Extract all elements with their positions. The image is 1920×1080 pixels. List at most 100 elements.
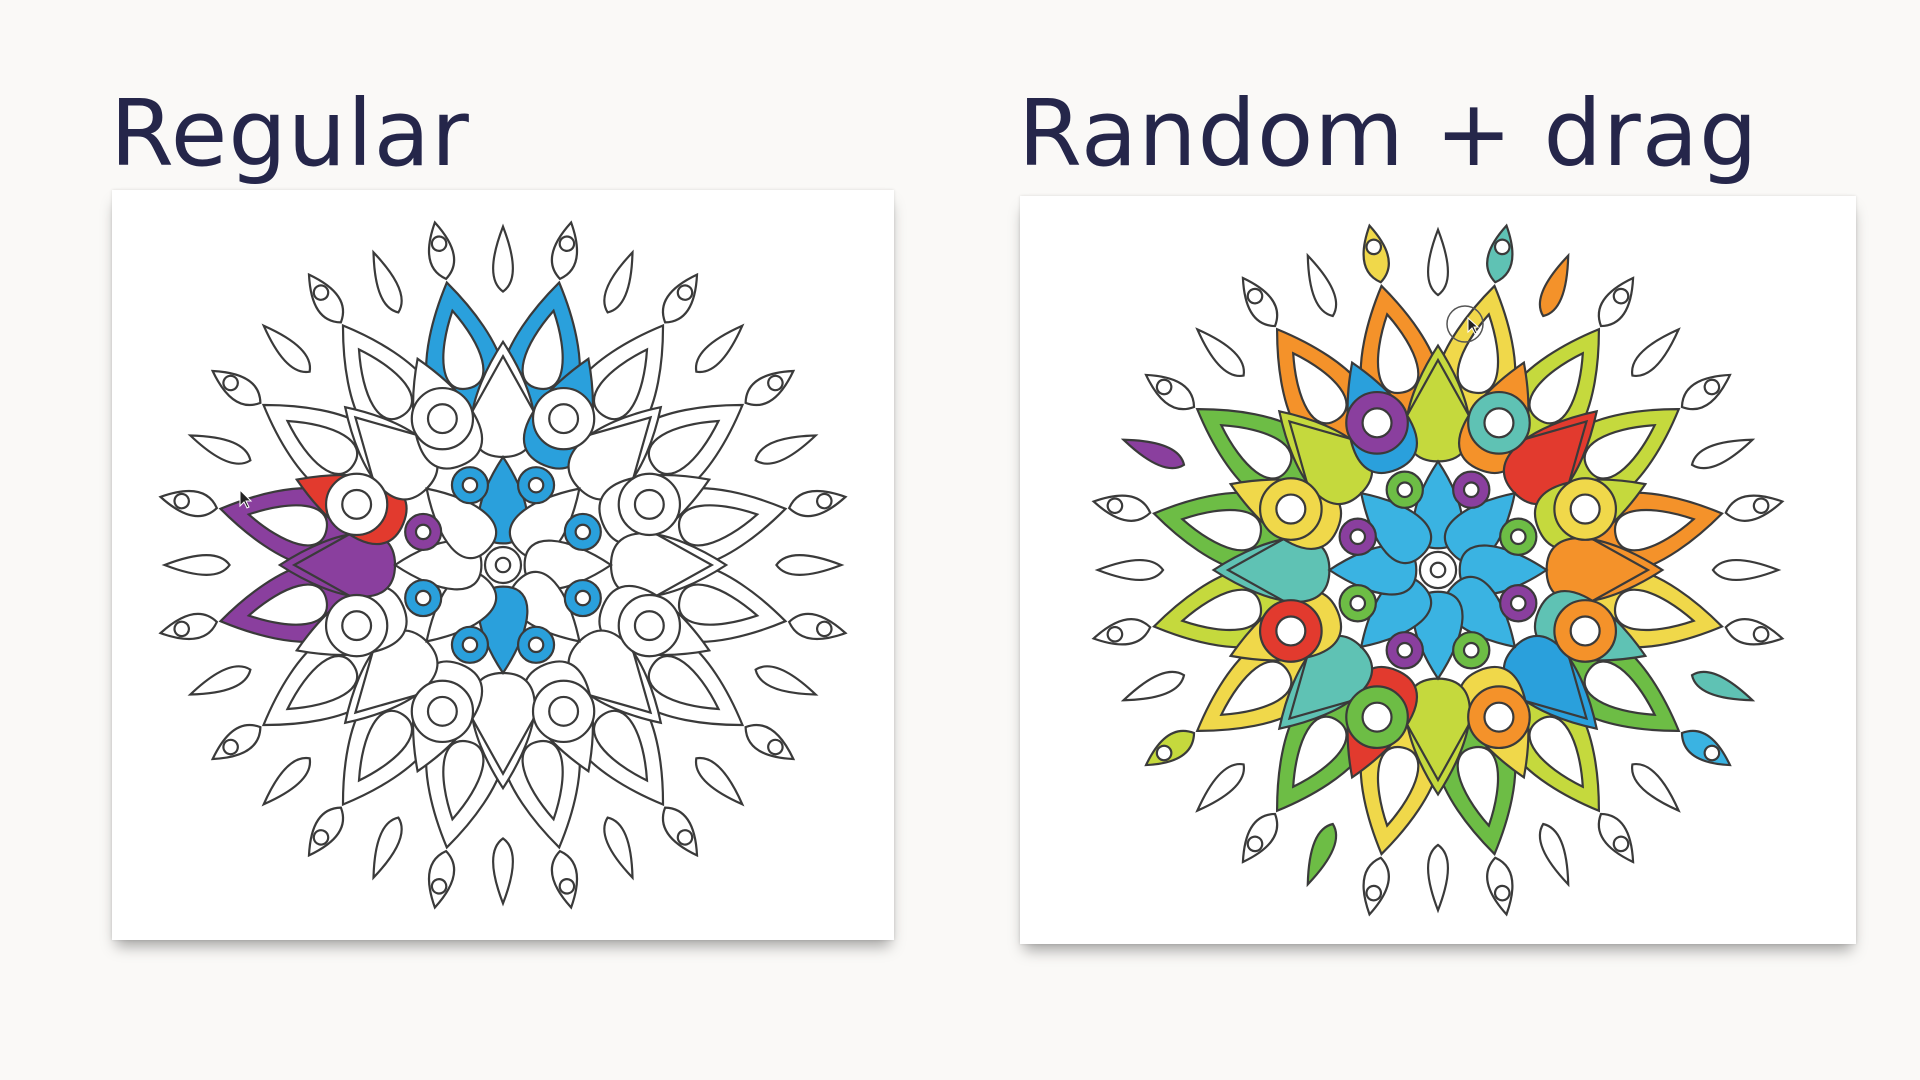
random-drag-outer-drop-inner[interactable] — [1711, 558, 1782, 582]
random-drag-outer-dot — [1493, 238, 1511, 256]
regular-outer-drop-inner[interactable] — [599, 249, 642, 317]
regular-outer-drop-inner[interactable] — [599, 814, 642, 882]
random-drag-outer-drop-inner[interactable] — [1426, 843, 1450, 914]
regular-large-petal-inner — [647, 654, 721, 711]
arrow-cursor-icon — [239, 488, 253, 509]
random-drag-ring-circle-center — [1361, 407, 1393, 439]
regular-large-petal-inner — [285, 419, 359, 476]
random-drag-large-petal-inner — [1528, 351, 1585, 425]
regular-center-dot — [494, 556, 512, 574]
regular-outer-dot — [676, 284, 694, 301]
random-drag-large-petal-inner — [1456, 745, 1500, 828]
regular-outer-dot — [816, 620, 833, 638]
regular-inner-dot-center — [461, 476, 479, 494]
regular-outer-drop-inner[interactable] — [492, 223, 514, 293]
random-drag-large-petal-inner — [1291, 715, 1348, 789]
regular-ring-circle-center — [633, 488, 665, 520]
regular-outer-drop-inner[interactable] — [689, 751, 749, 811]
random-drag-outer-dot — [1246, 835, 1264, 853]
regular-outer-dot — [173, 620, 190, 638]
regular-mandala[interactable] — [158, 220, 848, 910]
regular-coloring-panel[interactable] — [112, 190, 894, 940]
regular-inner-dot-center — [527, 636, 545, 654]
random-drag-ring-circle-center — [1275, 615, 1307, 647]
random-drag-outer-drop-inner[interactable] — [1120, 666, 1188, 709]
regular-ring-circle-center — [548, 695, 580, 727]
regular-outer-drop-inner[interactable] — [752, 426, 820, 469]
regular-large-petal-inner — [678, 583, 760, 626]
random-drag-outer-drop-inner[interactable] — [1120, 431, 1188, 474]
regular-large-petal-inner — [592, 347, 649, 421]
random-drag-large-petal-inner — [1613, 508, 1696, 552]
random-drag-mandala[interactable] — [1091, 223, 1785, 917]
regular-outer-dot — [222, 738, 239, 756]
random-drag-outer-drop-inner[interactable] — [1426, 226, 1450, 297]
drag-cursor-icon — [1446, 305, 1484, 343]
regular-outer-drop-inner[interactable] — [752, 661, 820, 704]
regular-outer-dot — [767, 738, 784, 756]
regular-outer-drop-inner[interactable] — [492, 837, 514, 907]
random-drag-outer-dot — [1365, 884, 1383, 902]
random-drag-large-petal-inner — [1219, 423, 1293, 480]
random-drag-inner-dot-center — [1509, 528, 1527, 546]
regular-mandala-illustration[interactable] — [112, 190, 894, 940]
random-drag-inner-dot-center — [1509, 594, 1527, 612]
random-drag-inner-dot-center — [1462, 481, 1480, 499]
regular-outer-dot — [767, 374, 784, 392]
regular-outer-drop-inner[interactable] — [364, 814, 407, 882]
regular-outer-dot — [558, 878, 576, 895]
regular-outer-dot — [676, 829, 694, 846]
regular-title: Regular — [110, 80, 470, 187]
regular-large-petal-inner — [357, 347, 414, 421]
random-drag-outer-drop-inner[interactable] — [1688, 431, 1756, 474]
regular-inner-dot-center — [574, 523, 592, 541]
random-drag-large-petal-inner — [1219, 660, 1293, 717]
regular-large-petal-inner — [521, 740, 564, 822]
random-drag-outer-drop-inner[interactable] — [1299, 252, 1342, 320]
regular-outer-drop-inner[interactable] — [775, 554, 845, 576]
regular-large-petal-inner — [285, 654, 359, 711]
regular-outer-drop-inner[interactable] — [689, 319, 749, 379]
regular-inner-dot-center — [527, 476, 545, 494]
random-drag-ring-circle-center — [1275, 493, 1307, 525]
random-drag-coloring-panel[interactable] — [1020, 196, 1856, 944]
random-drag-outer-dot — [1752, 625, 1770, 643]
regular-large-petal-inner — [521, 308, 564, 390]
regular-outer-dot — [222, 374, 239, 392]
random-drag-outer-drop-inner[interactable] — [1534, 252, 1577, 320]
random-drag-outer-drop-inner[interactable] — [1190, 322, 1250, 382]
random-drag-outer-drop-inner[interactable] — [1625, 757, 1685, 817]
random-drag-ring-circle-center — [1483, 701, 1515, 733]
regular-outer-drop-inner[interactable] — [257, 319, 317, 379]
random-drag-inner-dot-center — [1349, 594, 1367, 612]
random-drag-outer-dot — [1752, 497, 1770, 515]
random-drag-outer-dot — [1612, 287, 1630, 305]
random-drag-inner-dot-center — [1396, 481, 1414, 499]
random-drag-outer-drop-inner[interactable] — [1190, 757, 1250, 817]
random-drag-large-petal-inner — [1291, 351, 1348, 425]
regular-outer-dot — [312, 284, 330, 301]
regular-large-petal-inner — [592, 709, 649, 783]
regular-outer-drop-inner[interactable] — [364, 249, 407, 317]
random-drag-outer-dot — [1246, 287, 1264, 305]
regular-large-petal-inner — [357, 709, 414, 783]
random-drag-outer-drop-inner[interactable] — [1094, 558, 1165, 582]
regular-inner-petal[interactable] — [409, 471, 505, 567]
random-drag-large-petal-inner — [1528, 715, 1585, 789]
regular-inner-dot-center — [414, 523, 432, 541]
regular-outer-dot — [430, 235, 448, 252]
random-drag-outer-drop-inner[interactable] — [1688, 666, 1756, 709]
random-drag-mandala-illustration[interactable] — [1020, 196, 1856, 944]
regular-outer-drop-inner[interactable] — [187, 426, 255, 469]
random-drag-outer-drop-inner[interactable] — [1299, 820, 1342, 888]
random-drag-inner-petal[interactable] — [1344, 476, 1440, 572]
random-drag-outer-drop-inner[interactable] — [1625, 322, 1685, 382]
regular-outer-drop-inner[interactable] — [161, 554, 231, 576]
regular-outer-drop-inner[interactable] — [187, 661, 255, 704]
random-drag-outer-drop-inner[interactable] — [1534, 820, 1577, 888]
random-drag-inner-dot-center — [1462, 641, 1480, 659]
regular-large-petal-inner — [246, 504, 328, 547]
regular-outer-drop-inner[interactable] — [257, 751, 317, 811]
random-drag-outer-dot — [1612, 835, 1630, 853]
regular-outer-dot — [430, 878, 448, 895]
